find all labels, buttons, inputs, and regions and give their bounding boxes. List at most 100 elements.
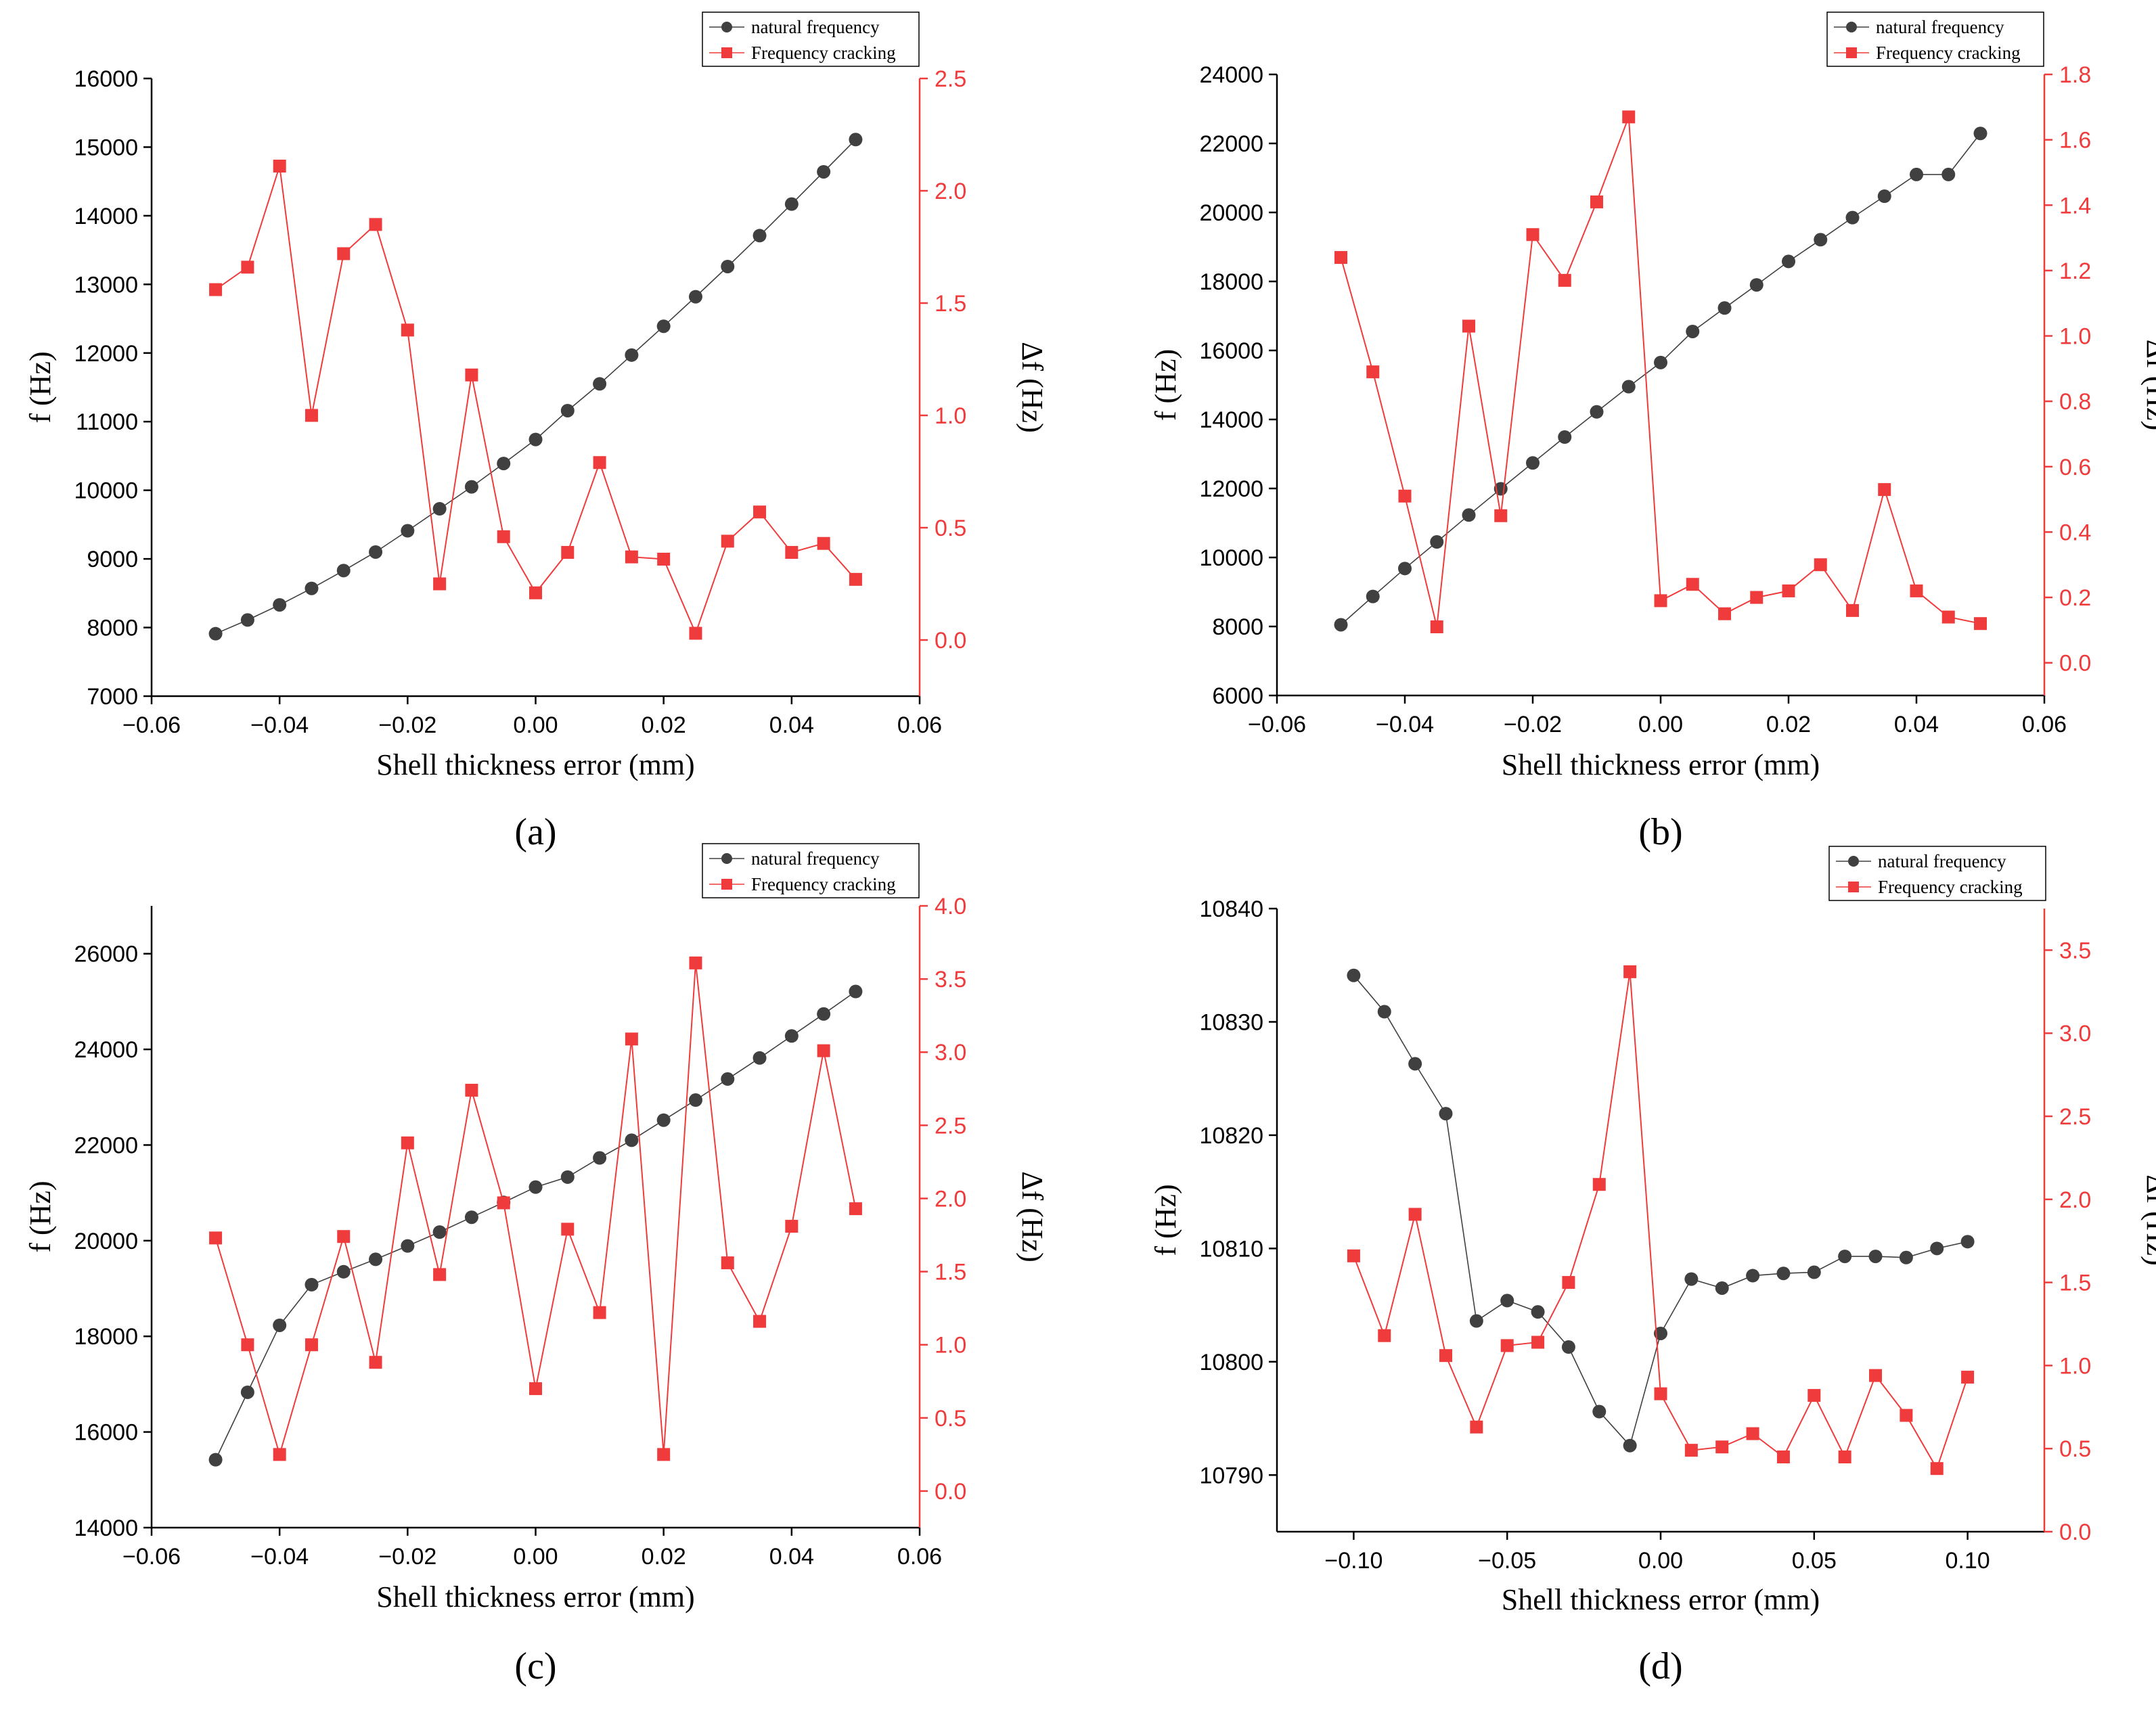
chart-panel-3: −0.06 −0.04 −0.02 0.00 0.02 0.04 0.06 14000 1600… (24, 843, 1049, 1687)
y-left-tick-label: 10840 (1199, 896, 1263, 922)
x-tick-label: 0.04 (769, 712, 814, 738)
data-point-natural-frequency (656, 1113, 671, 1127)
legend-label: Frequency cracking (751, 43, 896, 63)
chart-panel-2: −0.06 −0.04 −0.02 0.00 0.02 0.04 0.06 6000 8000 1… (1149, 12, 2156, 853)
y-right-tick-label: 0.0 (2059, 1520, 2091, 1545)
data-point-natural-frequency (1899, 1250, 1913, 1264)
data-point-natural-frequency (369, 545, 383, 559)
data-point-frequency-cracking (753, 1315, 767, 1328)
data-point-frequency-cracking (561, 1223, 575, 1236)
legend: natural frequency Frequency cracking (1826, 12, 2044, 67)
data-point-frequency-cracking (1558, 273, 1571, 287)
data-point-natural-frequency (497, 457, 511, 471)
legend-label: natural frequency (751, 848, 880, 869)
data-point-natural-frequency (1814, 233, 1828, 247)
x-tick-label: −0.06 (122, 1544, 181, 1570)
y-right-tick-label: 0.2 (2059, 585, 2091, 611)
data-point-frequency-cracking (785, 546, 799, 559)
data-point-natural-frequency (464, 480, 478, 494)
y-left-tick-label: 22000 (74, 1133, 138, 1158)
legend: natural frequency Frequency cracking (702, 12, 920, 67)
y-left-tick-label: 20000 (1199, 200, 1263, 226)
y-left-tick-label: 6000 (1212, 683, 1263, 709)
legend-label: Frequency cracking (751, 874, 896, 894)
data-point-natural-frequency (336, 1264, 351, 1279)
data-point-natural-frequency (817, 1007, 831, 1021)
data-point-frequency-cracking (1654, 594, 1667, 608)
chart-panel-4: −0.10 −0.05 0.00 0.05 0.10 10790 10800 10810 108… (1149, 846, 2156, 1687)
data-point-frequency-cracking (241, 260, 254, 274)
data-point-natural-frequency (1590, 405, 1604, 419)
data-point-natural-frequency (593, 377, 607, 391)
x-tick-label: −0.02 (378, 1544, 436, 1570)
x-tick-label: 0.02 (642, 1544, 686, 1570)
data-point-frequency-cracking (465, 368, 478, 382)
data-point-frequency-cracking (497, 1196, 510, 1210)
y-right-tick-label: 3.0 (935, 1040, 966, 1066)
data-point-natural-frequency (688, 290, 702, 304)
y-right-tick-label: 1.5 (935, 291, 966, 317)
y-right-tick-label: 1.2 (2059, 258, 2091, 284)
data-point-natural-frequency (529, 432, 543, 447)
data-point-natural-frequency (1377, 1005, 1391, 1019)
data-point-natural-frequency (529, 1180, 543, 1194)
data-point-frequency-cracking (1462, 319, 1475, 333)
data-point-natural-frequency (593, 1151, 607, 1165)
x-tick-label: 0.06 (897, 1544, 942, 1570)
y-right-axis-label: Δf (Hz) (2140, 1174, 2156, 1266)
legend-marker-circle (721, 22, 732, 32)
x-tick-label: 0.00 (513, 1544, 558, 1570)
x-tick-label: 0.06 (897, 712, 942, 738)
y-right-axis-label: Δf (Hz) (1016, 342, 1049, 433)
y-left-tick-label: 10810 (1199, 1236, 1263, 1262)
data-point-frequency-cracking (1500, 1339, 1514, 1352)
legend-marker-circle (1848, 856, 1859, 867)
data-point-natural-frequency (1398, 562, 1412, 576)
y-right-tick-label: 0.4 (2059, 520, 2091, 545)
data-point-natural-frequency (208, 1453, 223, 1467)
y-right-tick-label: 4.0 (935, 894, 966, 919)
data-point-frequency-cracking (401, 1136, 414, 1149)
data-point-natural-frequency (688, 1093, 702, 1107)
data-point-natural-frequency (1845, 210, 1860, 225)
data-point-frequency-cracking (1838, 1450, 1851, 1463)
data-point-natural-frequency (369, 1252, 383, 1266)
y-right-tick-label: 0.0 (935, 1479, 966, 1505)
data-point-frequency-cracking (1930, 1462, 1944, 1476)
data-point-natural-frequency (432, 502, 447, 516)
data-point-natural-frequency (1408, 1057, 1422, 1071)
x-tick-label: 0.02 (642, 712, 686, 738)
x-axis-label: Shell thickness error (mm) (376, 748, 694, 781)
data-point-natural-frequency (336, 564, 351, 578)
data-point-frequency-cracking (369, 1356, 382, 1369)
y-right-tick-label: 2.0 (2059, 1187, 2091, 1213)
data-point-natural-frequency (1439, 1107, 1453, 1121)
x-tick-label: −0.02 (1504, 712, 1562, 737)
data-point-frequency-cracking (1430, 620, 1443, 634)
data-point-natural-frequency (560, 1170, 575, 1184)
data-point-frequency-cracking (1776, 1450, 1790, 1463)
data-point-natural-frequency (273, 1318, 287, 1332)
x-tick-label: 0.04 (769, 1544, 814, 1570)
data-point-frequency-cracking (209, 283, 223, 296)
data-point-natural-frequency (305, 1277, 319, 1292)
data-point-natural-frequency (1973, 127, 1987, 141)
data-point-frequency-cracking (241, 1338, 254, 1352)
legend-label: natural frequency (751, 17, 880, 37)
data-point-frequency-cracking (1900, 1409, 1913, 1422)
y-right-tick-label: 0.5 (935, 1406, 966, 1432)
data-point-natural-frequency (1910, 167, 1923, 181)
data-point-natural-frequency (1715, 1281, 1729, 1295)
data-point-frequency-cracking (849, 1202, 862, 1216)
y-left-tick-label: 8000 (87, 616, 138, 641)
y-right-tick-label: 1.0 (935, 403, 966, 429)
data-point-natural-frequency (721, 1072, 735, 1086)
data-point-frequency-cracking (305, 1338, 318, 1352)
data-point-frequency-cracking (1807, 1389, 1821, 1402)
data-point-natural-frequency (1838, 1250, 1852, 1264)
y-right-tick-label: 2.5 (2059, 1104, 2091, 1130)
data-point-natural-frequency (1334, 618, 1348, 632)
legend-label: natural frequency (1878, 851, 2006, 871)
data-point-frequency-cracking (593, 456, 606, 470)
